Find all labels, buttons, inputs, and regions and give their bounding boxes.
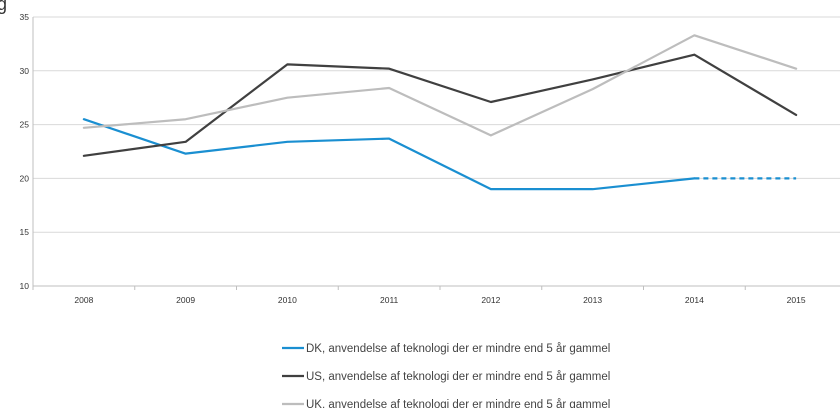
series-line-3 (82, 34, 798, 137)
y-tick-label: 35 (20, 12, 30, 22)
x-tick-label: 2012 (481, 295, 500, 305)
legend-label-1: DK, anvendelse af teknologi der er mindr… (306, 343, 610, 355)
y-tick-label: 10 (20, 281, 30, 291)
x-tick-label: 2011 (380, 295, 399, 305)
gridlines (33, 16, 840, 233)
x-tick-label: 2010 (278, 295, 297, 305)
y-tick-label: 15 (20, 227, 30, 237)
x-tick-label: 2009 (176, 295, 195, 305)
axes (32, 17, 840, 290)
legend: DK, anvendelse af teknologi der er mindr… (282, 343, 610, 408)
y-tick-label: 25 (20, 120, 30, 130)
chart-title-fragment: g (0, 0, 7, 14)
legend-label-2: US, anvendelse af teknologi der er mindr… (306, 371, 610, 383)
x-tick-label: 2013 (583, 295, 602, 305)
y-tick-label: 20 (20, 173, 30, 183)
series-lines (82, 34, 798, 191)
x-tick-label: 2015 (787, 295, 806, 305)
x-tick-label: 2008 (74, 295, 93, 305)
legend-label-3: UK, anvendelse af teknologi der er mindr… (306, 399, 610, 408)
y-tick-label: 30 (20, 66, 30, 76)
y-axis-tick-labels: 10 15 20 25 30 35 (20, 12, 30, 291)
series-line-2 (82, 53, 798, 157)
series-line-1 (82, 118, 696, 191)
x-axis-tick-labels: 2008 2009 2010 2011 2012 2013 2014 2015 (74, 295, 805, 305)
x-tick-label: 2014 (685, 295, 704, 305)
